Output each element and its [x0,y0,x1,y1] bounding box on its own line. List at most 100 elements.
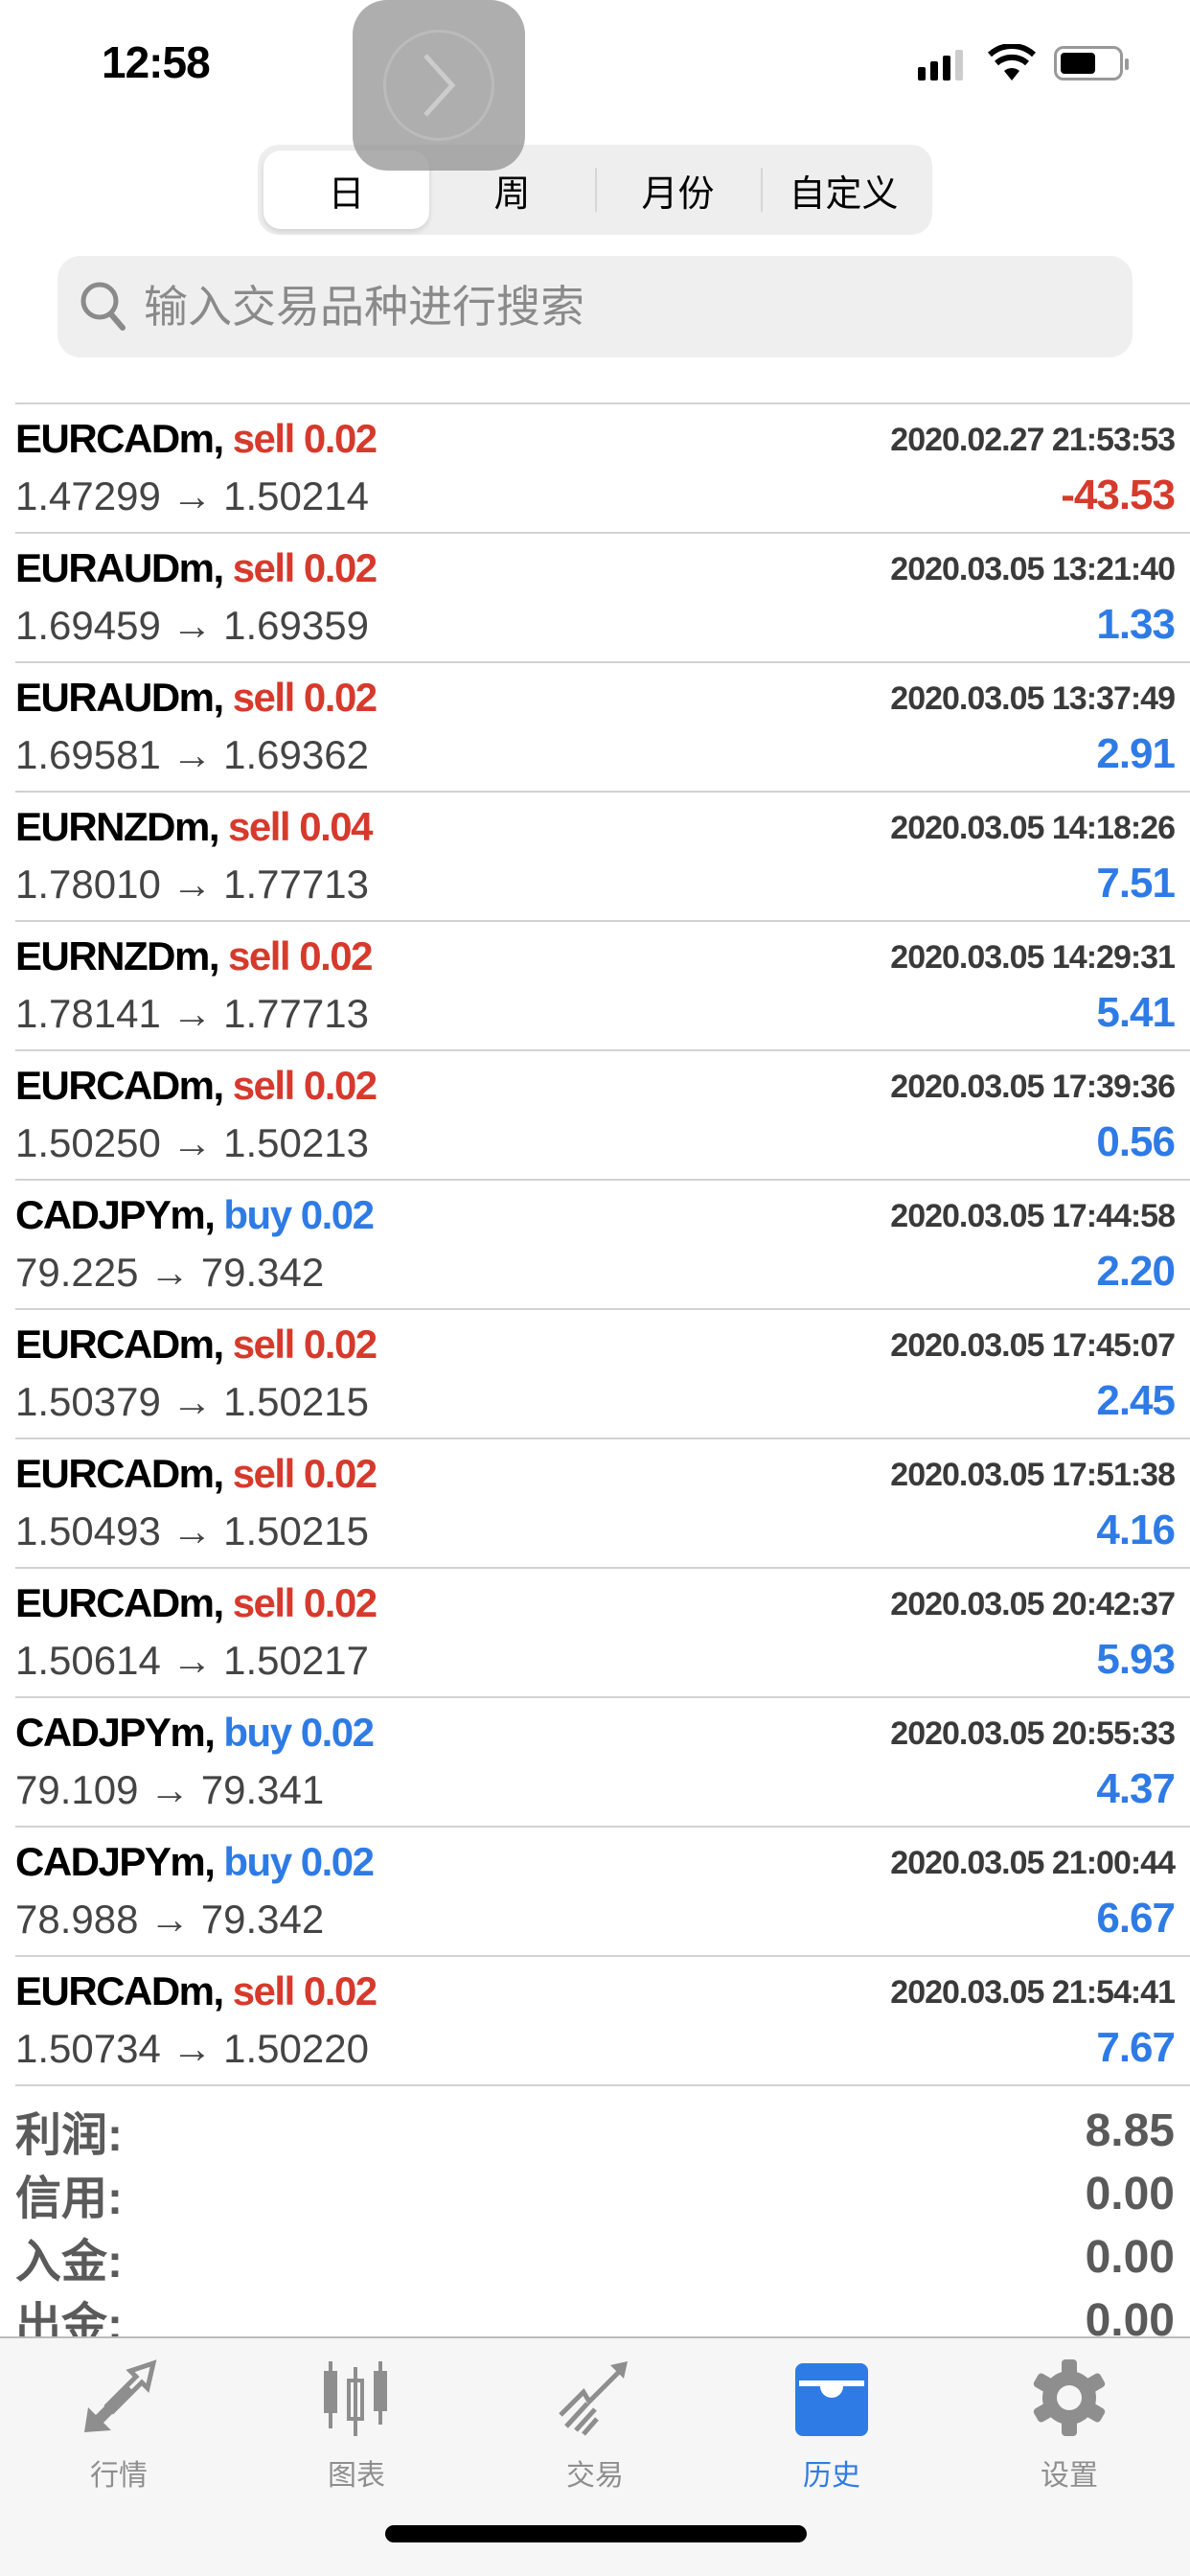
trade-symbol: EURCADm, sell 0.02 [15,1580,378,1626]
symbol-name: CADJPYm, [15,1839,216,1884]
trade-side-volume: sell 0.02 [232,545,378,590]
trade-prices: 1.69581 → 1.69362 [15,732,369,777]
trade-profit: -43.53 [1061,472,1176,518]
trade-profit: 7.51 [1096,860,1176,907]
summary-value: 0.00 [1085,2231,1175,2283]
assistive-touch-button[interactable] [353,0,525,171]
trade-row[interactable]: EURCADm, sell 0.02 2020.03.05 20:42:37 1.… [15,1569,1190,1698]
tab-custom[interactable]: 自定义 [761,150,927,229]
trade-profit: 1.33 [1096,601,1176,648]
trade-row[interactable]: CADJPYm, buy 0.02 2020.03.05 20:55:33 79.… [15,1698,1190,1828]
summary-label: 信用: [15,2174,123,2224]
trade-row[interactable]: EURNZDm, sell 0.04 2020.03.05 14:18:26 1.… [15,793,1190,922]
tab-settings[interactable]: 设置 [993,2358,1146,2494]
trade-side-volume: sell 0.02 [228,933,373,978]
trade-side-volume: sell 0.02 [232,1063,378,1108]
history-inbox-icon [795,2363,868,2436]
tab-trade[interactable]: 交易 [518,2358,672,2494]
chevron-right-icon [423,54,456,117]
symbol-name: EURCADm, [15,1322,224,1367]
trade-symbol: EURNZDm, sell 0.02 [15,933,373,979]
trade-row[interactable]: EURCADm, sell 0.02 2020.03.05 17:51:38 1.… [15,1439,1190,1569]
symbol-name: EURNZDm, [15,933,220,978]
trade-profit: 5.41 [1096,989,1176,1036]
symbol-name: CADJPYm, [15,1710,216,1755]
period-segmented-control: 日 周 月份 自定义 [258,145,932,235]
summary-value: 8.85 [1085,2104,1175,2156]
trade-symbol: CADJPYm, buy 0.02 [15,1710,375,1756]
trade-symbol: EURNZDm, sell 0.04 [15,804,373,850]
tab-history[interactable]: 历史 [755,2358,908,2494]
summary-label: 入金: [15,2237,123,2288]
wifi-icon [987,44,1037,80]
trade-row[interactable]: EURAUDm, sell 0.02 2020.03.05 13:21:40 1.… [15,534,1190,663]
summary: 利润: 8.85 信用: 0.00 入金: 0.00 出金: 0.00 [15,2099,1175,2352]
trade-profit: 7.67 [1096,2024,1176,2071]
symbol-name: EURAUDm, [15,675,224,720]
trade-row[interactable]: EURCADm, sell 0.02 2020.03.05 17:45:07 1.… [15,1310,1190,1439]
trade-prices: 79.109 → 79.341 [15,1767,325,1812]
trade-date: 2020.03.05 14:29:31 [890,939,1176,976]
trade-side-volume: sell 0.02 [232,1968,378,2013]
trade-trend-icon [559,2361,628,2436]
trade-prices: 1.78010 → 1.77713 [15,862,369,907]
trade-row[interactable]: EURNZDm, sell 0.02 2020.03.05 14:29:31 1.… [15,922,1190,1051]
tab-label: 行情 [90,2460,148,2492]
trade-symbol: EURCADm, sell 0.02 [15,1968,378,2014]
tab-charts[interactable]: 图表 [280,2358,433,2494]
trade-prices: 1.69459 → 1.69359 [15,603,369,648]
tab-label: 交易 [566,2460,624,2492]
trade-symbol: EURCADm, sell 0.02 [15,1322,378,1368]
trade-side-volume: sell 0.02 [232,1451,378,1496]
summary-credit: 信用: 0.00 [15,2162,1175,2225]
tab-quotes[interactable]: 行情 [42,2358,195,2494]
symbol-name: EURCADm, [15,1063,224,1108]
tab-month[interactable]: 月份 [595,150,761,229]
summary-label: 利润: [15,2110,123,2161]
trade-side-volume: sell 0.02 [232,1322,378,1367]
search-input[interactable] [144,281,1006,333]
trade-date: 2020.03.05 13:21:40 [890,551,1176,587]
trade-row[interactable]: EURCADm, sell 0.02 2020.02.27 21:53:53 1.… [15,404,1190,534]
trade-symbol: EURAUDm, sell 0.02 [15,675,378,721]
trade-row[interactable]: CADJPYm, buy 0.02 2020.03.05 17:44:58 79.… [15,1181,1190,1310]
trade-date: 2020.03.05 21:00:44 [890,1845,1176,1881]
trade-profit: 4.37 [1096,1765,1176,1812]
trade-profit: 6.67 [1096,1895,1176,1942]
trade-side-volume: buy 0.02 [223,1710,375,1755]
trade-profit: 0.56 [1096,1118,1176,1165]
trade-profit: 2.91 [1096,730,1176,777]
tab-label: 设置 [1041,2460,1098,2492]
trade-symbol: EURCADm, sell 0.02 [15,416,378,462]
trade-row[interactable]: CADJPYm, buy 0.02 2020.03.05 21:00:44 78.… [15,1828,1190,1957]
tab-week[interactable]: 周 [493,173,531,215]
trade-side-volume: buy 0.02 [223,1192,375,1237]
home-indicator[interactable] [385,2525,807,2542]
trade-symbol: EURAUDm, sell 0.02 [15,545,378,591]
trade-row[interactable]: EURCADm, sell 0.02 2020.03.05 21:54:41 1.… [15,1957,1190,2086]
candlestick-chart-icon [324,2361,387,2436]
trade-prices: 1.78141 → 1.77713 [15,991,369,1036]
summary-profit: 利润: 8.85 [15,2099,1175,2162]
trade-prices: 79.225 → 79.342 [15,1250,325,1295]
trade-row[interactable]: EURAUDm, sell 0.02 2020.03.05 13:37:49 1.… [15,663,1190,793]
trade-prices: 1.50250 → 1.50213 [15,1120,369,1165]
trade-side-volume: sell 0.02 [232,675,378,720]
trade-date: 2020.03.05 17:39:36 [890,1069,1176,1105]
trade-side-volume: sell 0.02 [232,1580,378,1625]
trade-prices: 78.988 → 79.342 [15,1897,325,1942]
trade-history-list: EURCADm, sell 0.02 2020.02.27 21:53:53 1.… [15,402,1190,2086]
symbol-name: EURNZDm, [15,804,220,849]
trade-date: 2020.03.05 20:42:37 [890,1586,1176,1622]
cellular-signal-icon [918,50,963,80]
trade-symbol: EURCADm, sell 0.02 [15,1063,378,1109]
trade-row[interactable]: EURCADm, sell 0.02 2020.03.05 17:39:36 1.… [15,1051,1190,1181]
trade-prices: 1.50379 → 1.50215 [15,1379,369,1424]
trade-profit: 2.20 [1096,1248,1176,1295]
trade-date: 2020.03.05 17:44:58 [890,1198,1176,1234]
trade-prices: 1.47299 → 1.50214 [15,473,369,518]
status-bar: 12:58 [0,0,1190,125]
trade-side-volume: sell 0.04 [228,804,373,849]
trade-date: 2020.03.05 13:37:49 [890,680,1176,717]
symbol-name: CADJPYm, [15,1192,216,1237]
